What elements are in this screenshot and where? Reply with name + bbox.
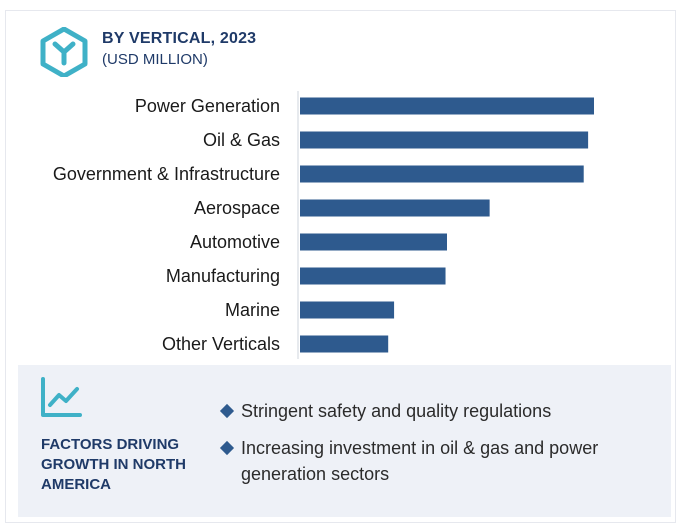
bar [300,165,584,183]
trend-line-icon [41,377,82,417]
bar [300,131,589,149]
category-label: Power Generation [135,96,280,116]
diamond-bullet-icon [219,403,235,419]
chart-subtitle: (USD MILLION) [102,51,208,68]
bar [300,301,395,319]
factor-text: Increasing investment in oil & gas and p… [241,438,599,484]
factors-panel [18,365,671,517]
diamond-bullet-icon [219,440,235,456]
category-label: Oil & Gas [203,130,280,150]
bar-chart: Power Generation Oil & Gas Government & In… [53,91,594,359]
chart-title: BY VERTICAL, 2023 [102,30,257,47]
category-label: Automotive [190,232,280,252]
category-label: Manufacturing [166,266,280,286]
factors-list: Stringent safety and quality regulations… [219,398,659,498]
category-label: Other Verticals [162,334,280,354]
bar [300,97,594,115]
factor-text: Stringent safety and quality regulations [241,401,552,421]
bar [300,233,447,251]
hexagon-y-icon [40,27,88,77]
category-label: Government & Infrastructure [53,164,280,184]
factor-item: Stringent safety and quality regulations [219,398,659,424]
bar [300,199,490,217]
category-label: Marine [225,300,280,320]
factor-item: Increasing investment in oil & gas and p… [219,435,659,487]
factors-title: FACTORS DRIVING GROWTH IN NORTH AMERICA [41,436,186,493]
category-label: Aerospace [194,198,280,218]
bar [300,335,389,353]
bar [300,267,446,285]
